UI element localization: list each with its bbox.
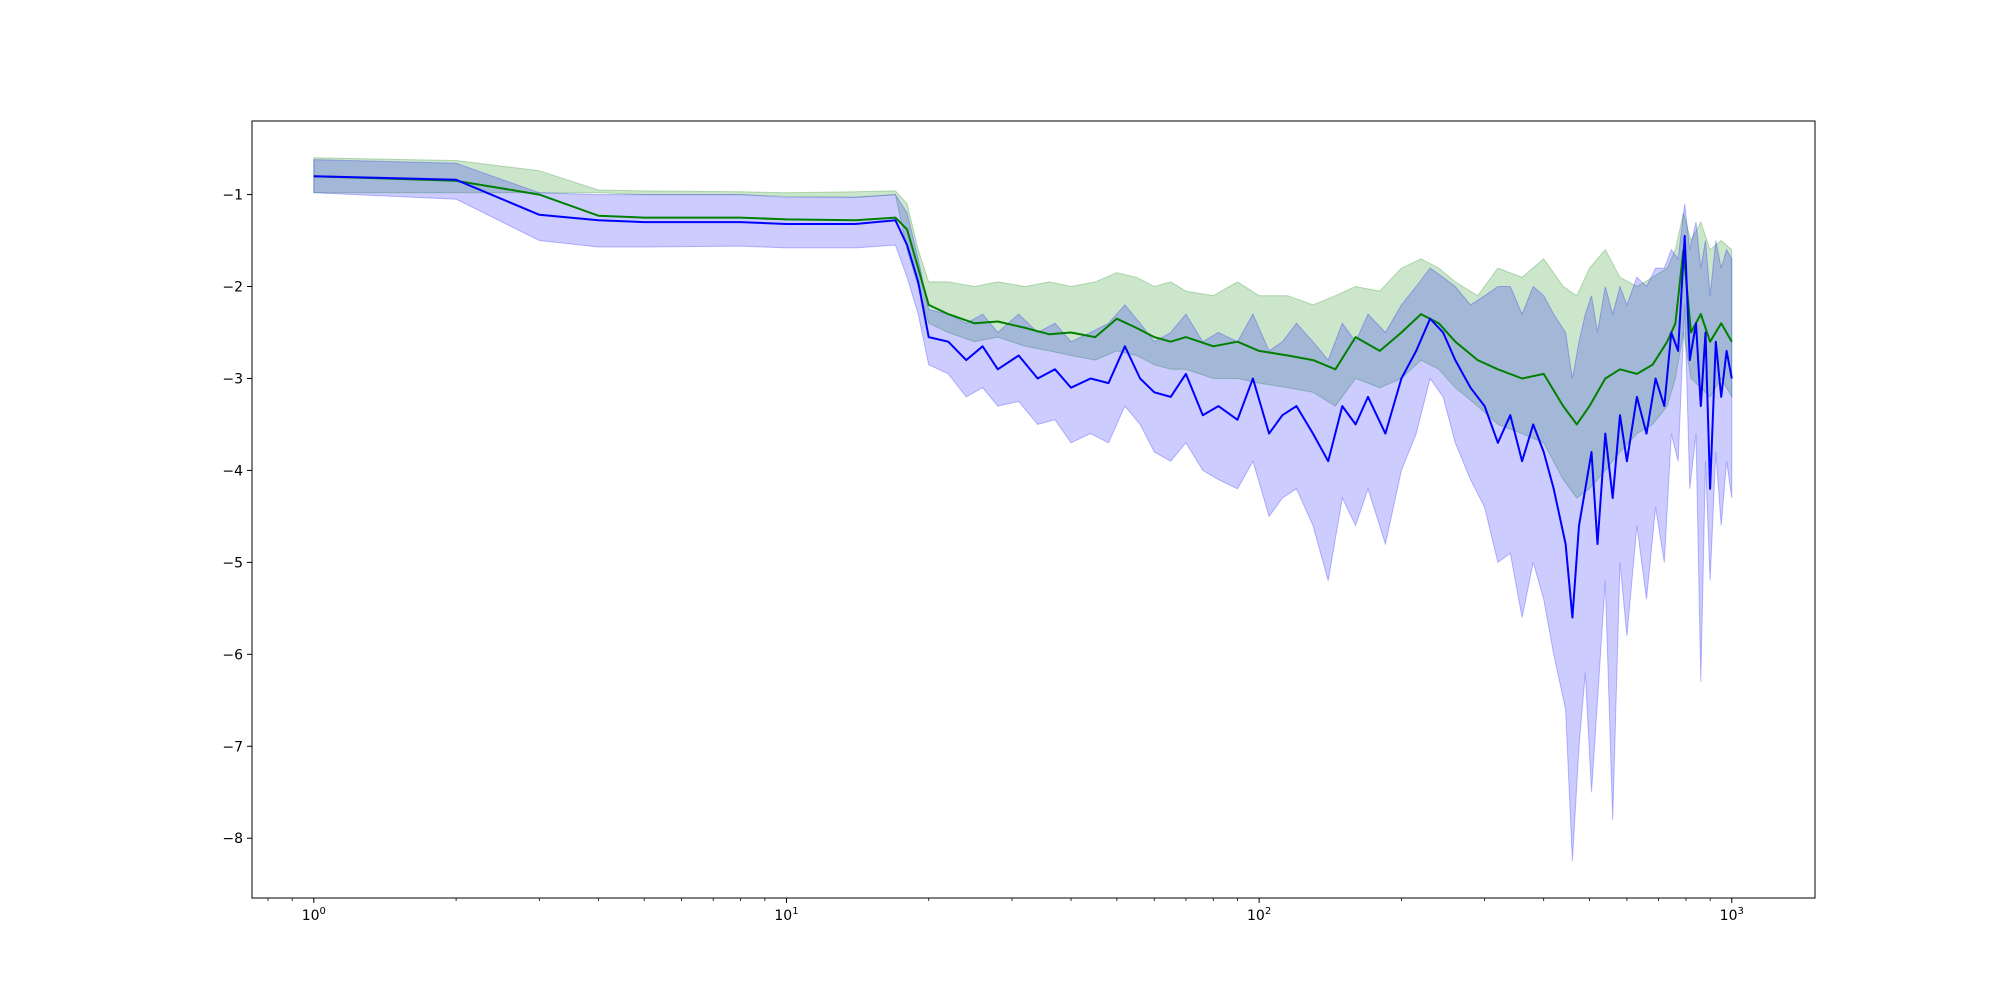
y-tick-label-5: −6 xyxy=(222,647,243,663)
y-axis: −1 −2 −3 −4 −5 −6 −7 −8 xyxy=(222,188,252,847)
y-tick-label-0: −1 xyxy=(222,188,243,204)
line-series-1 xyxy=(313,175,1733,426)
y-tick-label-7: −8 xyxy=(222,831,243,847)
y-tick-label-6: −7 xyxy=(222,739,243,755)
y-tick-label-1: −2 xyxy=(222,280,243,296)
y-tick-label-4: −5 xyxy=(222,555,243,571)
series-lines xyxy=(313,175,1733,619)
y-tick-label-2: −3 xyxy=(222,371,243,387)
y-tick-label-3: −4 xyxy=(222,463,243,479)
line-series-2 xyxy=(313,175,1733,619)
band-series-2 xyxy=(313,159,1733,862)
plot-frame xyxy=(251,120,1816,899)
